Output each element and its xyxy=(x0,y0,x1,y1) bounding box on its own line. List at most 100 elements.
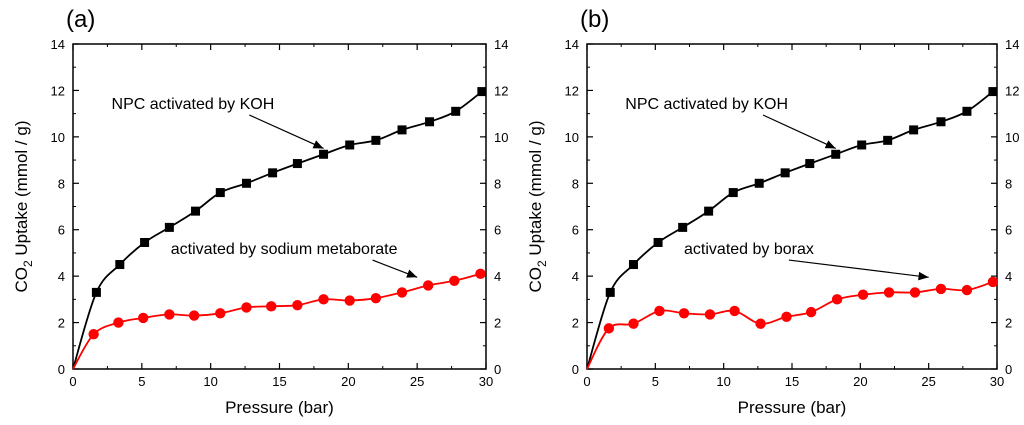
y-tick-label-right: 2 xyxy=(494,316,501,331)
annotation-arrow-shaft xyxy=(249,114,324,150)
data-point-square xyxy=(605,287,615,297)
data-point-square xyxy=(728,188,738,198)
data-point-square xyxy=(754,178,764,188)
panel-label: (b) xyxy=(580,6,609,33)
x-tick-label: 5 xyxy=(138,374,145,389)
y-tick-label: 10 xyxy=(565,130,579,145)
data-point-circle xyxy=(266,301,277,312)
series-line-1 xyxy=(72,90,483,370)
data-point-square xyxy=(292,159,302,169)
y-tick-label: 12 xyxy=(51,83,65,98)
data-point-circle xyxy=(831,294,843,305)
data-point-square xyxy=(191,206,201,216)
x-tick-label: 30 xyxy=(990,374,1004,389)
data-point-square xyxy=(319,149,329,159)
data-point-square xyxy=(451,106,461,116)
y-tick-label-right: 4 xyxy=(1005,269,1012,284)
data-point-square xyxy=(628,260,638,270)
data-point-circle xyxy=(113,317,124,328)
data-point-circle xyxy=(678,308,690,319)
data-point-square xyxy=(988,87,998,97)
y-tick-label-right: 0 xyxy=(1005,362,1012,377)
y-tick-label-right: 6 xyxy=(1005,223,1012,238)
y-tick-label: 8 xyxy=(572,176,579,191)
x-axis-title: Pressure (bar) xyxy=(225,398,334,417)
x-tick-label: 25 xyxy=(921,374,935,389)
data-point-circle xyxy=(422,280,434,291)
y-tick-label-right: 0 xyxy=(494,362,501,377)
data-point-square xyxy=(397,125,407,135)
y-tick-label: 4 xyxy=(572,269,579,284)
y-tick-label: 0 xyxy=(572,362,579,377)
annotation-label: NPC activated by KOH xyxy=(625,96,788,113)
annotation-label: activated by borax xyxy=(684,241,814,258)
data-point-square xyxy=(215,188,225,198)
annotation-arrow-head xyxy=(406,269,418,278)
data-point-circle xyxy=(805,306,817,318)
y-tick-label: 6 xyxy=(58,223,65,238)
y-tick-label: 2 xyxy=(58,316,65,331)
data-point-circle xyxy=(935,283,947,295)
y-tick-label: 14 xyxy=(565,37,579,52)
y-axis-title: CO2 Uptake (mmol / g) xyxy=(12,121,35,293)
data-point-circle xyxy=(188,310,200,321)
series-line-2 xyxy=(586,281,994,370)
data-point-square xyxy=(91,287,101,297)
data-point-square xyxy=(857,140,867,150)
data-point-circle xyxy=(628,318,639,329)
panel-label: (a) xyxy=(66,6,95,33)
y-tick-label-right: 12 xyxy=(494,83,508,98)
data-point-square xyxy=(831,149,841,159)
x-tick-label: 5 xyxy=(652,374,659,389)
data-point-square xyxy=(241,178,251,188)
annotation-arrow-shaft xyxy=(788,259,929,278)
data-point-circle xyxy=(475,268,486,280)
y-tick-label-right: 14 xyxy=(494,37,508,52)
x-tick-label: 10 xyxy=(203,374,217,389)
y-tick-label-right: 10 xyxy=(1005,130,1019,145)
data-point-circle xyxy=(88,328,99,340)
data-point-circle xyxy=(241,302,252,313)
y-tick-label: 8 xyxy=(58,176,65,191)
data-point-circle xyxy=(883,287,895,298)
data-point-circle xyxy=(215,308,226,319)
annotation-arrow-head xyxy=(824,140,836,149)
data-point-circle xyxy=(318,294,329,305)
x-axis-title: Pressure (bar) xyxy=(738,398,847,417)
x-tick-label: 20 xyxy=(853,374,867,389)
data-point-square xyxy=(164,222,174,232)
data-point-circle xyxy=(781,311,792,322)
y-tick-label-right: 2 xyxy=(1005,316,1012,331)
y-tick-label-right: 6 xyxy=(494,223,501,238)
x-tick-label: 20 xyxy=(341,374,355,389)
x-tick-label: 0 xyxy=(69,374,76,389)
data-point-circle xyxy=(449,275,460,286)
data-point-square xyxy=(883,135,893,145)
y-tick-label: 6 xyxy=(572,223,579,238)
data-point-square xyxy=(140,237,150,247)
data-point-square xyxy=(704,206,714,216)
y-tick-label: 12 xyxy=(565,83,579,98)
series-line-2 xyxy=(72,272,481,370)
data-point-square xyxy=(345,140,355,150)
data-point-square xyxy=(909,125,919,135)
y-axis-title: CO2 Uptake (mmol / g) xyxy=(526,121,549,293)
data-point-circle xyxy=(344,295,355,306)
x-tick-label: 30 xyxy=(479,374,493,389)
data-point-square xyxy=(678,222,688,232)
annotation-label: NPC activated by KOH xyxy=(112,96,275,113)
y-tick-label-right: 8 xyxy=(494,176,501,191)
data-point-square xyxy=(780,168,790,178)
x-tick-label: 0 xyxy=(583,374,590,389)
data-point-circle xyxy=(729,305,740,317)
data-point-square xyxy=(653,237,663,247)
annotation-arrow-head xyxy=(918,271,929,281)
y-tick-label-right: 14 xyxy=(1005,37,1019,52)
data-point-circle xyxy=(292,299,303,311)
y-tick-label-right: 12 xyxy=(1005,83,1019,98)
data-point-circle xyxy=(603,323,615,334)
y-tick-label-right: 4 xyxy=(494,269,501,284)
y-tick-label-right: 10 xyxy=(494,130,508,145)
